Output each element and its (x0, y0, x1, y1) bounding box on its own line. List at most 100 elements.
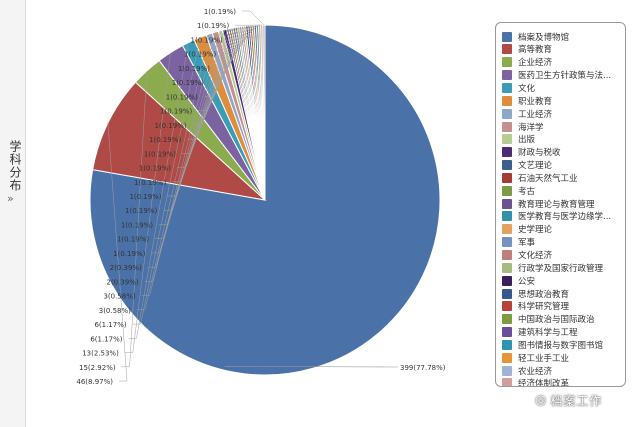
tab-label: 学科分布 (8, 140, 22, 192)
legend-label: 文化 (518, 83, 536, 94)
legend-item[interactable]: 工业经济 (502, 107, 622, 120)
legend-item[interactable]: 经济体制改革 (502, 377, 622, 387)
legend-swatch (502, 237, 512, 248)
legend-label: 思想政治教育 (518, 289, 570, 300)
legend-label: 工业经济 (518, 109, 553, 120)
data-label: 1(0.19%) (172, 79, 204, 87)
legend-label: 考古 (518, 186, 536, 197)
legend-item[interactable]: 文化经济 (502, 248, 622, 261)
legend-item[interactable]: 医学教育与医学边缘学... (502, 210, 622, 223)
leader-line (187, 26, 245, 140)
legend-swatch (502, 327, 512, 338)
leader-line (132, 37, 201, 325)
legend-item[interactable]: 科学研究管理 (502, 300, 622, 313)
leader-line (147, 29, 225, 268)
pie-slice[interactable] (262, 24, 266, 201)
legend-item[interactable]: 文艺理论 (502, 159, 622, 172)
data-label: 1(0.19%) (191, 37, 223, 45)
data-label: 1(0.19%) (113, 250, 145, 258)
legend-item[interactable]: 石油天然气工业 (502, 171, 622, 184)
legend-item[interactable]: 思想政治教育 (502, 287, 622, 300)
legend-swatch (502, 121, 512, 132)
legend-item[interactable]: 教育理论与教育管理 (502, 197, 622, 210)
legend-swatch (502, 288, 512, 299)
data-label: 1(0.19%) (144, 150, 176, 158)
leader-line (136, 34, 210, 311)
data-label: 1(0.19%) (139, 165, 171, 173)
legend-swatch (502, 314, 512, 325)
data-label: 1(0.19%) (121, 222, 153, 230)
legend-item[interactable]: 医药卫生方针政策与法... (502, 69, 622, 82)
data-label: 2(0.39%) (110, 264, 142, 272)
legend-swatch (502, 95, 512, 106)
legend-label: 科学研究管理 (518, 302, 570, 313)
leader-line (128, 42, 189, 339)
data-label: 1(0.19%) (154, 122, 186, 130)
legend-item[interactable]: 文化 (502, 81, 622, 94)
legend-item[interactable]: 史学理论 (502, 223, 622, 236)
legend-label: 教育理论与教育管理 (518, 199, 595, 210)
watermark-text: 档案工作 (550, 393, 603, 408)
leader-line (172, 26, 239, 183)
legend-item[interactable]: 出版 (502, 133, 622, 146)
legend-item[interactable]: 考古 (502, 184, 622, 197)
legend-label: 史学理论 (518, 225, 553, 236)
leader-line (182, 26, 243, 154)
leader-line (228, 24, 260, 40)
legend-label: 行政学及国家行政管理 (518, 263, 604, 274)
legend-item[interactable]: 轻工业手工业 (502, 351, 622, 364)
leader-line (144, 30, 221, 282)
legend-item[interactable]: 中国政治与国际政治 (502, 313, 622, 326)
data-label: 1(0.19%) (134, 179, 166, 187)
data-label: 1(0.19%) (160, 108, 192, 116)
legend-item[interactable]: 行政学及国家行政管理 (502, 261, 622, 274)
legend-item[interactable]: 企业经济 (502, 56, 622, 69)
leader-line (242, 10, 265, 26)
legend-label: 文艺理论 (518, 161, 553, 171)
legend-label: 军事 (518, 238, 536, 249)
legend-item[interactable]: 高等教育 (502, 43, 622, 56)
legend-item[interactable]: 建筑科学与工程 (502, 326, 622, 339)
leader-line (216, 25, 256, 69)
legend-item[interactable]: 海洋学 (502, 120, 622, 133)
legend-item[interactable]: 图书情报与数字图书馆 (502, 338, 622, 351)
data-label: 46(8.97%) (76, 378, 113, 386)
chart-legend: 档案及博物馆 高等教育 企业经济 医药卫生方针政策与法... 文化职业教育工业经济海洋学… (495, 22, 626, 387)
subject-distribution-tab[interactable]: 学科分布 » (0, 0, 26, 427)
data-label: 1(0.19%) (149, 136, 181, 144)
data-label: 2(0.39%) (106, 278, 138, 286)
legend-swatch (502, 198, 512, 209)
data-label: 1(0.19%) (197, 22, 229, 30)
legend-item[interactable]: 军事 (502, 236, 622, 249)
data-label: 6(1.17%) (94, 321, 126, 329)
expand-arrow-icon[interactable]: » (7, 192, 14, 205)
leader-line (107, 122, 128, 382)
data-label: 3(0.58%) (99, 307, 131, 315)
chat-bubble-icon: ◎ (535, 392, 547, 408)
legend-item[interactable]: 农业经济 (502, 364, 622, 377)
legend-label: 海洋学 (518, 122, 544, 133)
data-label: 6(1.17%) (90, 335, 122, 343)
legend-swatch (502, 275, 512, 286)
leader-line (163, 27, 235, 211)
legend-item[interactable]: 职业教育 (502, 94, 622, 107)
legend-swatch (502, 147, 512, 158)
legend-label: 职业教育 (518, 96, 553, 107)
legend-swatch (502, 44, 512, 55)
data-label: 1(0.19%) (129, 193, 161, 201)
legend-item[interactable]: 档案及博物馆 (502, 30, 622, 43)
legend-label: 经济体制改革 (518, 379, 570, 387)
legend-label: 轻工业手工业 (518, 353, 570, 364)
legend-item[interactable]: 公安 (502, 274, 622, 287)
leader-line (177, 26, 241, 168)
legend-label: 中国政治与国际政治 (518, 315, 595, 326)
legend-label: 医学教育与医学边缘学... (518, 212, 612, 223)
leader-line (167, 27, 237, 197)
legend-swatch (502, 301, 512, 312)
data-label: 1(0.19%) (204, 8, 236, 16)
data-label: 15(2.92%) (79, 364, 116, 372)
legend-label: 石油天然气工业 (518, 173, 578, 184)
data-label: 3(0.58%) (103, 293, 135, 301)
legend-item[interactable]: 财政与税收 (502, 146, 622, 159)
